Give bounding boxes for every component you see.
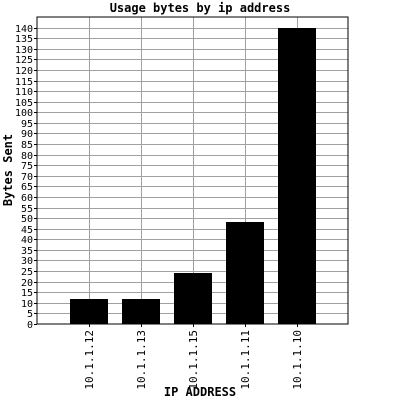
- y-tick-label: 15: [21, 288, 33, 299]
- y-tick-label: 85: [21, 140, 33, 151]
- plot-frame: [36, 16, 349, 325]
- y-tick-label: 5: [27, 309, 33, 320]
- y-tick-label: 140: [15, 24, 33, 35]
- y-tick-label: 120: [15, 66, 33, 77]
- y-tick-label: 30: [21, 256, 33, 267]
- y-tick-label: 50: [21, 214, 33, 225]
- x-tick-label: 10.1.1.13: [135, 330, 148, 390]
- x-axis-ticks: 10.1.1.12 10.1.1.13 10.1.1.15 10.1.1.11 10.1…: [83, 324, 304, 390]
- y-tick-label: 40: [21, 235, 33, 246]
- y-tick-label: 110: [15, 87, 33, 98]
- y-tick-label: 70: [21, 172, 33, 183]
- y-tick-label: 35: [21, 246, 33, 257]
- y-tick-label: 20: [21, 278, 33, 289]
- y-tick-label: 130: [15, 45, 33, 56]
- y-tick-label: 0: [27, 320, 33, 331]
- y-axis-ticks: 0510152025303540455055606570758085909510…: [15, 24, 37, 331]
- y-tick-label: 80: [21, 151, 33, 162]
- y-tick-label: 25: [21, 267, 33, 278]
- bar-10.1.1.12: [70, 299, 108, 324]
- chart-title: Usage bytes by ip address: [110, 1, 291, 15]
- bar-10.1.1.15: [174, 273, 212, 324]
- y-tick-label: 95: [21, 119, 33, 130]
- bar-10.1.1.13: [122, 299, 160, 324]
- y-tick-label: 10: [21, 299, 33, 310]
- y-tick-label: 65: [21, 182, 33, 193]
- y-tick-label: 75: [21, 161, 33, 172]
- y-tick-label: 115: [15, 77, 33, 88]
- x-tick-label: 10.1.1.12: [83, 330, 96, 390]
- bar-layer: [70, 28, 316, 324]
- y-axis-label: Bytes Sent: [1, 134, 15, 206]
- y-tick-label: 60: [21, 193, 33, 204]
- y-tick-label: 90: [21, 129, 33, 140]
- y-tick-label: 135: [15, 34, 33, 45]
- x-tick-label: 10.1.1.10: [291, 330, 304, 390]
- x-tick-label: 10.1.1.15: [187, 330, 200, 390]
- y-tick-label: 125: [15, 55, 33, 66]
- y-tick-label: 55: [21, 204, 33, 215]
- x-axis-label: IP ADDRESS: [164, 385, 236, 399]
- bar-10.1.1.10: [278, 28, 316, 324]
- x-tick-label: 10.1.1.11: [239, 330, 252, 390]
- bar-10.1.1.11: [226, 222, 264, 324]
- y-tick-label: 105: [15, 98, 33, 109]
- y-tick-label: 45: [21, 225, 33, 236]
- y-tick-label: 100: [15, 108, 33, 119]
